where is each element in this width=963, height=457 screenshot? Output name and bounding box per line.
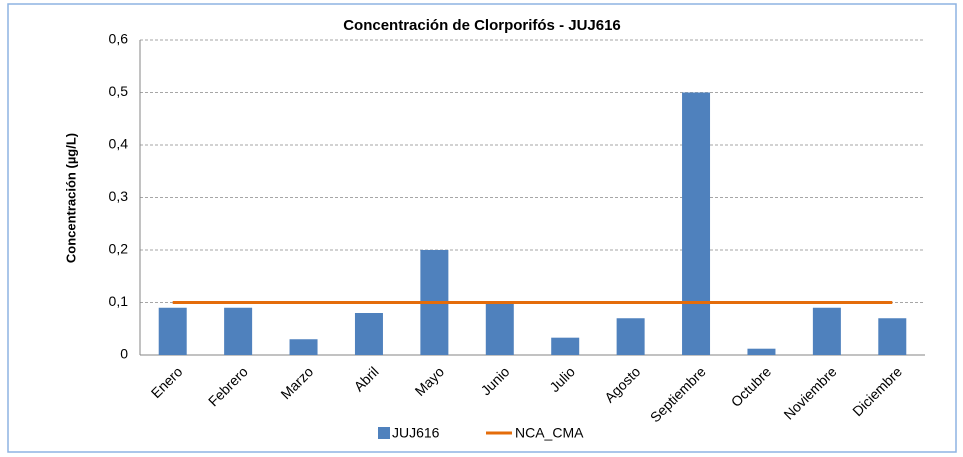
- legend-label: NCA_CMA: [515, 425, 584, 441]
- bar: [224, 307, 253, 355]
- bar: [485, 302, 514, 355]
- legend-swatch: [378, 427, 390, 439]
- y-tick-label: 0,5: [109, 83, 129, 99]
- y-tick-label: 0,6: [109, 31, 129, 47]
- y-axis-label: Concentración (µg/L): [63, 133, 78, 263]
- chart-title: Concentración de Clorporifós - JUJ616: [343, 17, 621, 34]
- bar: [354, 313, 383, 355]
- bar: [551, 337, 580, 355]
- y-tick-label: 0,1: [109, 293, 129, 309]
- y-tick-label: 0,2: [109, 241, 129, 257]
- y-tick-label: 0,3: [109, 188, 129, 204]
- bar: [682, 92, 711, 355]
- bar: [878, 318, 907, 355]
- chart-border: [7, 3, 957, 453]
- bar: [812, 307, 841, 355]
- bar: [158, 307, 187, 355]
- y-tick-label: 0,4: [109, 136, 129, 152]
- y-tick-label: 0: [120, 346, 128, 362]
- legend-label: JUJ616: [392, 425, 440, 441]
- bar: [747, 348, 776, 355]
- bar: [289, 339, 318, 355]
- bar: [616, 318, 645, 355]
